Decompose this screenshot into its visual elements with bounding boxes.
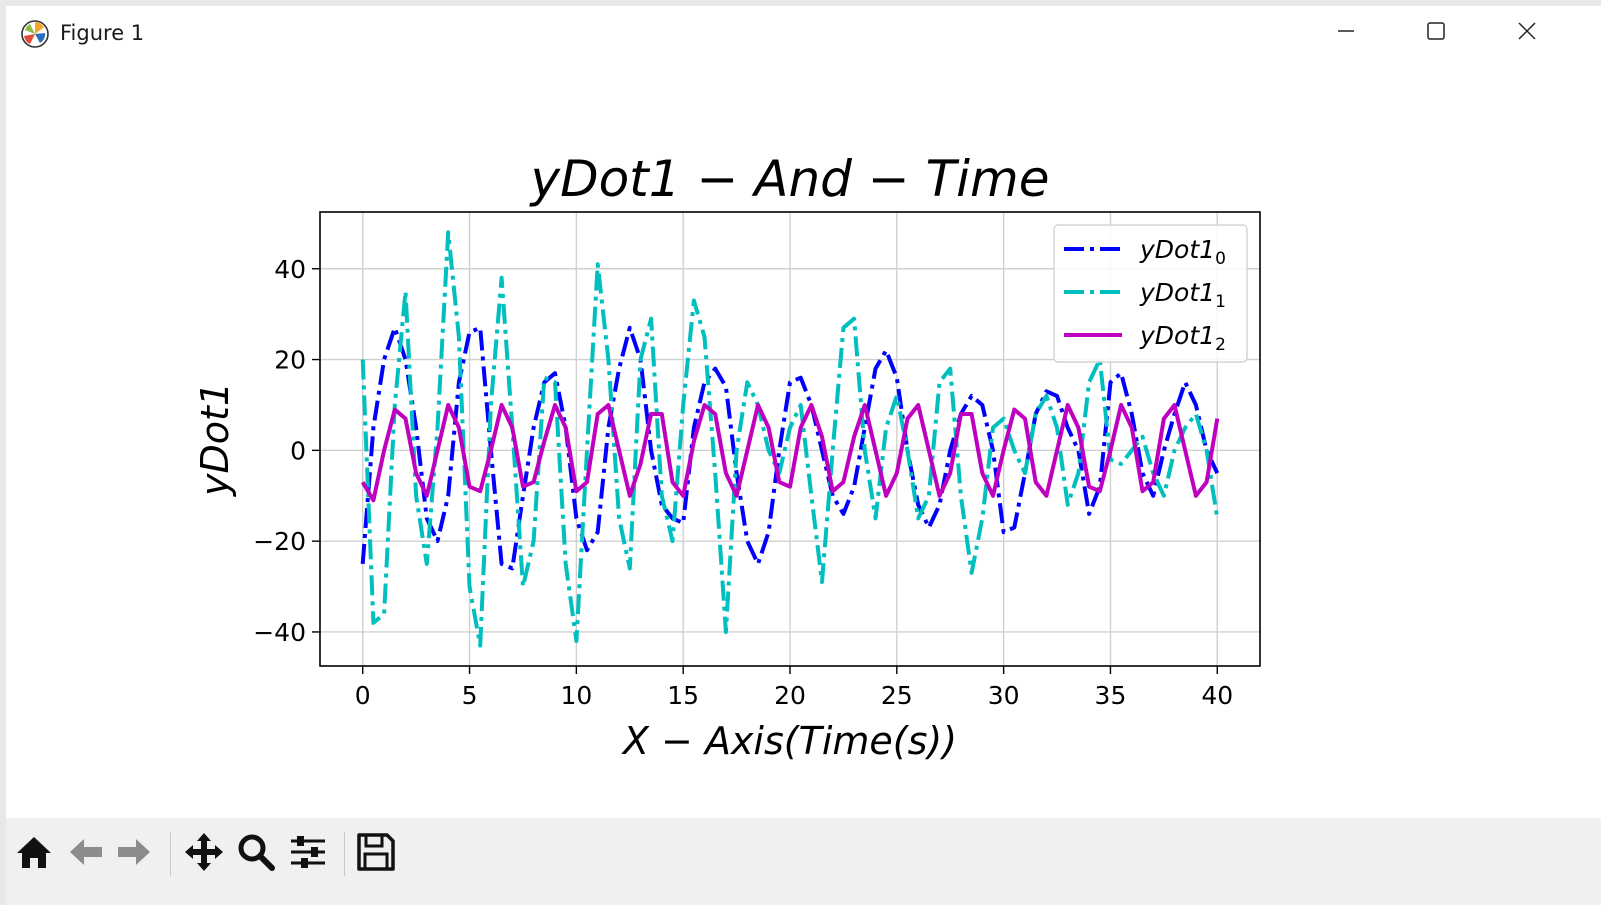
series-line-0	[360, 325, 1220, 571]
back-arrow-icon	[66, 832, 106, 876]
close-button[interactable]	[1482, 6, 1572, 60]
window-title: Figure 1	[60, 21, 145, 45]
figure-canvas[interactable]: 0 5 10 15 20 25 30 35 40 −40 −20 0 20 40 yDot1 − And …	[6, 60, 1601, 818]
forward-button[interactable]	[112, 832, 156, 876]
window-frame-top	[0, 0, 1601, 6]
legend-label-subscript: 1	[1215, 292, 1226, 312]
x-tick-label: 10	[560, 681, 592, 710]
window-frame-left	[0, 0, 6, 905]
back-button[interactable]	[64, 832, 108, 876]
maximize-icon	[1426, 21, 1446, 45]
x-axis-label: X − Axis(Time(s))	[621, 719, 957, 763]
y-tick-label: −40	[253, 618, 306, 647]
configure-subplots-button[interactable]	[286, 832, 330, 876]
x-tick-label: 40	[1201, 681, 1233, 710]
maximize-button[interactable]	[1391, 6, 1481, 60]
legend-label-subscript: 0	[1215, 249, 1226, 269]
toolbar-separator	[344, 832, 345, 876]
forward-arrow-icon	[114, 832, 154, 876]
save-button[interactable]	[354, 832, 398, 876]
save-floppy-icon	[355, 831, 397, 877]
pan-move-icon	[183, 831, 225, 877]
ticks: 0 5 10 15 20 25 30 35 40 −40 −20 0 20 40	[253, 255, 1233, 710]
minimize-icon	[1336, 21, 1356, 45]
close-icon	[1517, 21, 1537, 45]
x-tick-label: 20	[774, 681, 806, 710]
x-tick-label: 30	[988, 681, 1020, 710]
series-line-1	[360, 230, 1220, 648]
legend-label-name: yDot1	[1139, 235, 1215, 264]
x-tick-label: 5	[462, 681, 478, 710]
legend-label-name: yDot1	[1139, 321, 1215, 350]
configure-subplots-icon	[287, 831, 329, 877]
x-tick-label: 0	[355, 681, 371, 710]
legend-label: yDot12	[1139, 321, 1226, 355]
zoom-magnifier-icon	[235, 831, 277, 877]
y-tick-label: −20	[253, 527, 306, 556]
legend-label: yDot11	[1139, 278, 1226, 312]
chart-title: yDot1 − And − Time	[529, 150, 1050, 208]
series-lines	[360, 230, 1220, 648]
home-button[interactable]	[12, 832, 56, 876]
legend-label-subscript: 2	[1215, 335, 1226, 355]
home-icon	[14, 832, 54, 876]
x-tick-label: 15	[667, 681, 699, 710]
x-tick-label: 35	[1095, 681, 1127, 710]
series-line-2	[360, 403, 1220, 503]
zoom-button[interactable]	[234, 832, 278, 876]
navigation-toolbar	[6, 818, 1601, 905]
y-axis-label: yDot1	[193, 382, 237, 497]
y-tick-label: 40	[274, 255, 306, 284]
x-tick-label: 25	[881, 681, 913, 710]
matplotlib-logo-icon	[20, 19, 50, 49]
y-tick-label: 0	[290, 436, 306, 465]
legend-box	[1053, 224, 1248, 363]
legend-label: yDot10	[1139, 235, 1226, 269]
minimize-button[interactable]	[1301, 6, 1391, 60]
legend-label-name: yDot1	[1139, 278, 1215, 307]
y-tick-label: 20	[274, 346, 306, 375]
title-bar[interactable]: Figure 1	[6, 6, 1601, 60]
pan-button[interactable]	[182, 832, 226, 876]
toolbar-separator	[170, 832, 171, 876]
